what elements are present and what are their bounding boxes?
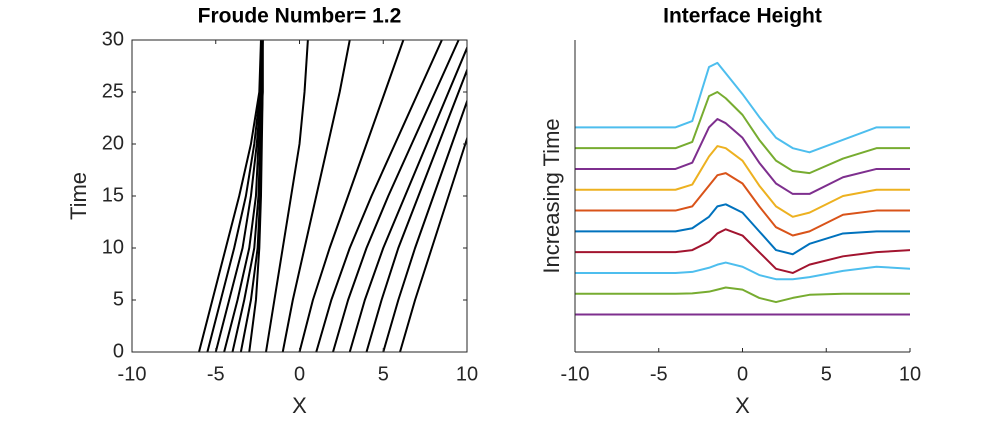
x-tick-label: -10: [561, 363, 590, 385]
series-line: [575, 228, 910, 274]
series-line: [281, 40, 351, 352]
series-line: [248, 40, 264, 352]
y-tick-label: 0: [113, 340, 124, 362]
series-line: [206, 40, 263, 352]
x-axis-label: X: [292, 393, 307, 418]
y-tick-label: 5: [113, 288, 124, 310]
plot-area: [575, 61, 910, 316]
series-line: [575, 261, 910, 281]
series-line: [365, 67, 467, 352]
y-tick-label: 25: [102, 80, 124, 102]
plot-area: [198, 40, 467, 352]
y-tick-label: 30: [102, 28, 124, 50]
y-axis-label: Increasing Time: [539, 118, 564, 273]
series-line: [265, 40, 309, 352]
series-line: [575, 91, 910, 175]
x-tick-label: 5: [378, 363, 389, 385]
x-tick-label: -10: [118, 363, 147, 385]
series-line: [575, 286, 910, 304]
x-tick-label: 0: [737, 363, 748, 385]
series-line: [575, 145, 910, 218]
y-axis-label: Time: [66, 172, 91, 220]
series-line: [348, 45, 467, 352]
x-tick-label: -5: [650, 363, 668, 385]
series-line: [575, 172, 910, 237]
series-line: [575, 203, 910, 256]
y-tick-label: 10: [102, 236, 124, 258]
series-line: [399, 135, 467, 352]
series-line: [315, 40, 443, 352]
x-tick-label: 0: [294, 363, 305, 385]
series-line: [575, 118, 910, 195]
x-tick-label: 10: [899, 363, 921, 385]
axes-box: [131, 39, 468, 353]
series-line: [298, 40, 405, 352]
y-tick-label: 15: [102, 184, 124, 206]
chart-title: Froude Number= 1.2: [198, 5, 402, 28]
chart-title: Interface Height: [663, 5, 822, 28]
x-tick-label: -5: [207, 363, 225, 385]
x-tick-label: 5: [821, 363, 832, 385]
x-axis-label: X: [735, 393, 750, 418]
series-line: [382, 98, 467, 352]
y-tick-label: 20: [102, 132, 124, 154]
series-line: [332, 40, 460, 352]
x-tick-label: 10: [456, 363, 478, 385]
series-line: [575, 61, 910, 154]
